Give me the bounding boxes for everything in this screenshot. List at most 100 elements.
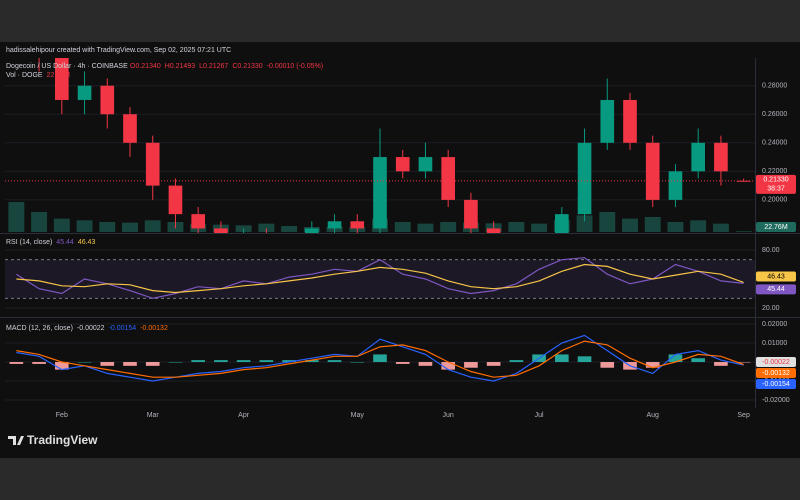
x-tick-label: Mar <box>147 412 160 419</box>
series-line <box>16 334 744 382</box>
volume-bar <box>712 223 729 232</box>
volume-bar <box>644 217 661 232</box>
macd-line-badge: -0.00154 <box>762 381 790 388</box>
x-tick-label: May <box>351 412 365 419</box>
macd-badge: -0.00022 <box>762 359 790 366</box>
x-tick-label: Feb <box>56 412 68 419</box>
pane-title: RSI (14, close) <box>6 239 52 246</box>
y-tick-label: 80.00 <box>762 247 780 254</box>
candle-body <box>464 199 478 229</box>
legend-value: -0.00154 <box>109 325 137 332</box>
ohlc-label: L0.21267 <box>199 63 228 70</box>
candle-body <box>645 142 660 200</box>
signal-badge: -0.00132 <box>762 370 790 377</box>
y-tick-label: 0.02000 <box>762 321 787 328</box>
histogram-bar <box>555 354 569 363</box>
candle-body <box>714 142 728 172</box>
credit: hadissalehipour created with TradingView… <box>6 47 231 54</box>
rsi-badge: 46.43 <box>767 273 785 280</box>
candle-body <box>55 58 69 100</box>
histogram-bar <box>691 358 705 363</box>
y-tick-label: 0.26000 <box>762 111 787 118</box>
candle-body <box>373 157 387 229</box>
series-line <box>16 340 744 378</box>
volume-bar <box>394 222 411 232</box>
candle-body <box>214 228 228 233</box>
volume-bar <box>735 231 752 232</box>
x-tick-label: Apr <box>238 412 250 419</box>
legend-value: -0.00132 <box>140 325 168 332</box>
legend-value: 45.44 <box>56 239 74 246</box>
pane-title: Dogecoin / US Dollar · 4h · COINBASE <box>6 63 128 70</box>
volume-bar <box>8 202 25 232</box>
rsi-badge-bg <box>756 271 796 282</box>
candle-body <box>395 157 410 172</box>
pane <box>5 323 755 401</box>
volume-bar <box>76 220 93 232</box>
signal-badge-bg <box>756 368 796 379</box>
histogram-bar <box>668 354 683 363</box>
volume-bar <box>440 222 457 232</box>
volume-bar <box>281 226 298 232</box>
ohlc-label: -0.00010 (-0.05%) <box>267 63 323 70</box>
histogram-bar <box>464 362 478 368</box>
price-badge-bg <box>756 174 796 194</box>
series-line <box>16 263 744 294</box>
y-tick-label: 0.20000 <box>762 197 787 204</box>
legend-value: 46.43 <box>78 239 96 246</box>
histogram-bar <box>714 362 728 366</box>
y-tick-label: 0.01000 <box>762 340 787 347</box>
histogram-bar <box>736 362 751 363</box>
volume-badge: 22.76M <box>764 224 788 231</box>
volume-title: Vol · DOGE <box>6 72 43 79</box>
price-badge: 0.21330 <box>763 177 788 184</box>
histogram-bar <box>259 360 274 363</box>
histogram-bar <box>645 362 660 368</box>
histogram-bar <box>282 360 296 363</box>
logo: TradingView <box>8 433 98 447</box>
histogram-bar <box>9 362 24 364</box>
pane <box>5 0 755 233</box>
countdown: 38:37 <box>767 186 785 193</box>
ohlc-label: H0.21493 <box>165 63 195 70</box>
histogram-bar <box>32 362 46 364</box>
histogram-bar <box>123 362 137 366</box>
candle-body <box>10 0 24 14</box>
histogram-bar <box>168 362 183 363</box>
x-tick-label: Jul <box>535 412 544 419</box>
pane <box>5 249 755 309</box>
macd-badge-bg <box>756 357 796 368</box>
volume-bar <box>258 223 275 232</box>
x-tick-label: Jun <box>443 412 454 419</box>
histogram-bar <box>55 362 69 370</box>
candle-body <box>577 142 592 215</box>
candle-body <box>191 214 205 229</box>
series-line <box>16 257 744 299</box>
rsi-badge: 45.44 <box>767 286 785 293</box>
histogram-bar <box>373 354 387 363</box>
histogram-bar <box>395 362 410 364</box>
candle-body <box>691 142 705 172</box>
legend-value: -0.00022 <box>77 325 105 332</box>
y-tick-label: 20.00 <box>762 305 780 312</box>
volume-bar <box>99 222 116 232</box>
histogram-bar <box>418 362 433 366</box>
rsi-badge-bg <box>756 284 796 295</box>
volume-value: 22.76M <box>47 72 71 79</box>
volume-bar <box>622 218 638 232</box>
volume-bar <box>690 220 707 232</box>
volume-bar <box>122 222 138 232</box>
pane-title: MACD (12, 26, close) <box>6 325 73 332</box>
candle-body <box>486 228 501 233</box>
volume-badge-bg <box>756 222 796 232</box>
candle-body <box>600 99 615 143</box>
volume-bar <box>417 223 434 232</box>
volume-bar <box>31 212 48 232</box>
histogram-bar <box>214 360 228 363</box>
histogram-bar <box>100 362 115 366</box>
x-tick-label: Sep <box>737 412 750 419</box>
y-tick-label: 0.22000 <box>762 168 787 175</box>
histogram-bar <box>577 356 592 363</box>
candle-body <box>168 185 183 215</box>
